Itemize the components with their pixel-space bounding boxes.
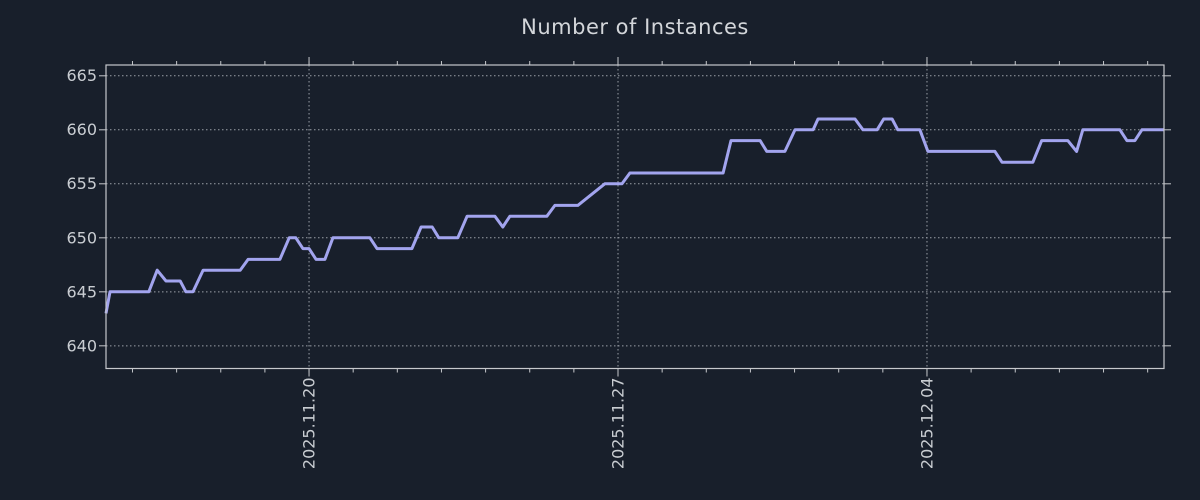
x-tick-label: 2025.11.27: [608, 378, 627, 470]
x-tick-label: 2025.11.20: [299, 378, 318, 470]
y-tick-label: 665: [66, 66, 97, 85]
chart-title: Number of Instances: [521, 15, 749, 39]
x-tick-label: 2025.12.04: [917, 378, 936, 470]
y-tick-label: 640: [66, 336, 97, 355]
y-tick-label: 655: [66, 174, 97, 193]
y-tick-label: 650: [66, 228, 97, 247]
series-line-instances: [104, 117, 1164, 314]
y-tick-label: 645: [66, 282, 97, 301]
y-tick-label: 660: [66, 120, 97, 139]
plot-frame: [105, 64, 1165, 370]
